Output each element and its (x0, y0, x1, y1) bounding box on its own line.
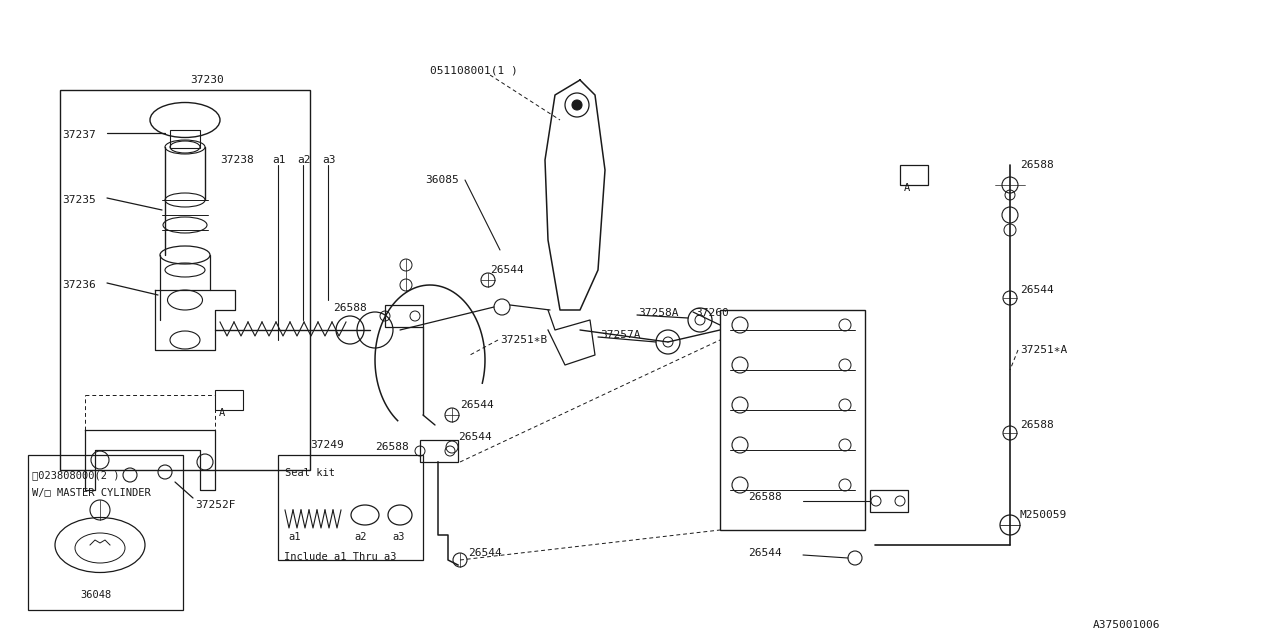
Text: a3: a3 (323, 155, 335, 165)
Text: 36048: 36048 (79, 590, 111, 600)
Text: 051108001(1 ): 051108001(1 ) (430, 65, 517, 75)
Text: 26588: 26588 (1020, 420, 1053, 430)
Text: W/□ MASTER CYLINDER: W/□ MASTER CYLINDER (32, 488, 151, 498)
Text: a1: a1 (273, 155, 285, 165)
Bar (900, 165, 928, 185)
Text: 26544: 26544 (1020, 285, 1053, 295)
Text: Ⓝ023808000(2 ): Ⓝ023808000(2 ) (32, 470, 119, 480)
Circle shape (564, 93, 589, 117)
Text: A375001006: A375001006 (1093, 620, 1160, 630)
Text: a2: a2 (297, 155, 311, 165)
Text: 26588: 26588 (1020, 160, 1053, 170)
Text: 26544: 26544 (748, 548, 782, 558)
Text: 37237: 37237 (61, 130, 96, 140)
Text: A: A (219, 408, 225, 418)
Text: 26588: 26588 (375, 442, 408, 452)
Text: 37251∗A: 37251∗A (1020, 345, 1068, 355)
Text: 37249: 37249 (310, 440, 344, 450)
Text: 37230: 37230 (189, 75, 224, 85)
Bar (215, 390, 243, 410)
Bar (28, 455, 183, 610)
Text: 26588: 26588 (748, 492, 782, 502)
Text: 26588: 26588 (333, 303, 367, 313)
Text: 37251∗B: 37251∗B (500, 335, 548, 345)
Text: 26544: 26544 (460, 400, 494, 410)
Text: 26544: 26544 (490, 265, 524, 275)
Text: Include a1 Thru a3: Include a1 Thru a3 (284, 552, 397, 562)
Text: M250059: M250059 (1020, 510, 1068, 520)
Text: 37235: 37235 (61, 195, 96, 205)
Text: a1: a1 (288, 532, 301, 542)
Bar (719, 310, 865, 530)
Text: 37258A: 37258A (637, 308, 678, 318)
Text: 37260: 37260 (695, 308, 728, 318)
Bar (420, 440, 458, 462)
Text: 37252F: 37252F (195, 500, 236, 510)
Text: 37236: 37236 (61, 280, 96, 290)
Bar (170, 130, 200, 148)
Bar (278, 455, 422, 560)
Text: a3: a3 (392, 532, 404, 542)
Text: 26544: 26544 (458, 432, 492, 442)
Bar (60, 90, 310, 470)
Bar (385, 305, 422, 327)
Text: a2: a2 (355, 532, 366, 542)
Text: 26544: 26544 (468, 548, 502, 558)
Text: 37238: 37238 (220, 155, 253, 165)
Text: 37257A: 37257A (600, 330, 640, 340)
Text: 36085: 36085 (425, 175, 458, 185)
Text: A: A (904, 183, 910, 193)
Bar (870, 490, 908, 512)
Circle shape (572, 100, 582, 110)
Text: Seal kit: Seal kit (285, 468, 335, 478)
